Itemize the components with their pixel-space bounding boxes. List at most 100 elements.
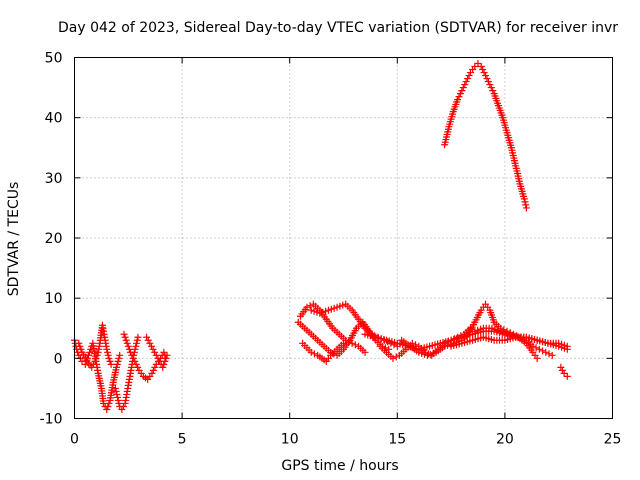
data-point <box>557 363 565 371</box>
series-tracks-early-a <box>71 336 124 413</box>
data-point <box>81 360 89 368</box>
data-point <box>532 344 540 352</box>
data-point <box>103 345 111 353</box>
data-point <box>161 357 169 365</box>
data-points <box>71 60 571 413</box>
series-tracks-mid-i <box>471 324 541 362</box>
data-point <box>474 60 482 68</box>
data-point <box>340 339 347 347</box>
x-tick-label: 5 <box>178 432 187 448</box>
y-tick-label: 50 <box>45 51 63 67</box>
data-point <box>389 354 397 362</box>
series-tracks-arc <box>441 60 530 212</box>
data-point <box>455 93 463 101</box>
data-point <box>535 345 543 353</box>
data-point <box>160 348 168 356</box>
data-point <box>471 63 479 71</box>
data-point <box>77 345 85 353</box>
data-point <box>120 330 128 338</box>
data-point <box>459 84 467 92</box>
x-axis-label: GPS time / hours <box>281 458 398 474</box>
data-point <box>361 348 369 356</box>
data-point <box>114 396 122 404</box>
data-point <box>131 357 139 365</box>
x-tick-label: 0 <box>70 432 79 448</box>
data-point <box>75 339 83 347</box>
data-point <box>487 84 495 92</box>
x-tick-label: 20 <box>496 432 514 448</box>
series-tracks-late <box>557 363 571 380</box>
y-tick-label: -10 <box>40 412 63 428</box>
data-point <box>454 96 462 104</box>
data-point <box>533 354 541 362</box>
data-point <box>152 351 160 359</box>
data-point <box>486 81 494 89</box>
data-point <box>122 336 130 344</box>
data-point <box>76 342 84 350</box>
data-point <box>115 399 123 407</box>
y-tick-label: 30 <box>45 171 63 187</box>
x-tick-label: 15 <box>388 432 406 448</box>
data-point <box>310 350 318 358</box>
data-point <box>114 393 122 401</box>
data-point <box>113 360 121 368</box>
data-point <box>144 336 152 344</box>
data-point <box>106 357 114 365</box>
data-point <box>483 75 491 83</box>
data-point <box>560 369 568 377</box>
data-point <box>143 333 151 341</box>
data-point <box>123 339 131 347</box>
data-point <box>112 363 120 371</box>
data-point <box>104 351 112 359</box>
y-tick-label: 0 <box>54 351 63 367</box>
data-point <box>160 360 168 368</box>
data-point <box>119 402 127 410</box>
data-point <box>103 348 111 356</box>
data-point <box>539 347 547 355</box>
data-point <box>522 204 530 212</box>
data-point <box>151 363 159 371</box>
data-point <box>107 360 115 368</box>
data-point <box>133 339 141 347</box>
data-point <box>89 360 97 368</box>
data-point <box>482 72 490 80</box>
data-point <box>456 90 464 98</box>
data-point <box>303 303 311 311</box>
data-point <box>154 354 162 362</box>
data-point <box>563 372 571 380</box>
data-point <box>88 363 96 371</box>
data-point <box>162 354 170 362</box>
data-point <box>134 333 142 341</box>
data-point <box>149 366 157 374</box>
data-point <box>412 341 420 349</box>
data-point <box>480 69 488 77</box>
data-point <box>545 350 553 358</box>
data-point <box>126 348 134 356</box>
data-point <box>133 336 141 344</box>
data-point <box>134 363 142 371</box>
series-tracks-mid-d <box>299 339 347 365</box>
data-point <box>129 354 137 362</box>
chart-title: Day 042 of 2023, Sidereal Day-to-day VTE… <box>58 20 618 36</box>
x-tick-label: 10 <box>281 432 299 448</box>
series-tracks-early-e <box>143 333 171 371</box>
data-point <box>104 402 112 410</box>
data-point <box>146 339 154 347</box>
data-point <box>111 384 119 392</box>
data-point <box>477 63 485 71</box>
data-point <box>351 341 359 349</box>
data-point <box>132 360 140 368</box>
x-tick-label: 25 <box>604 432 622 448</box>
data-point <box>132 342 140 350</box>
y-axis-label: SDTVAR / TECUs <box>6 182 22 297</box>
series-tracks-mid-h <box>447 333 571 353</box>
data-point <box>461 81 469 89</box>
data-point <box>114 357 122 365</box>
data-point <box>125 345 133 353</box>
data-point <box>307 348 315 356</box>
data-point <box>458 87 466 95</box>
data-point <box>91 357 99 365</box>
data-point <box>529 342 537 350</box>
data-point <box>103 405 111 413</box>
